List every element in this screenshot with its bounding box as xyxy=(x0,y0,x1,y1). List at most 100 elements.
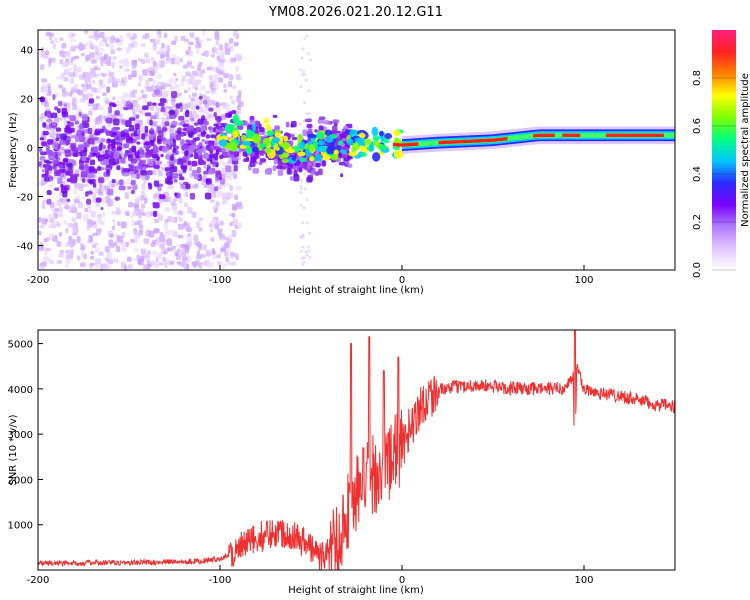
spectrogram-band-cell xyxy=(54,106,59,111)
spectrogram-band-cell xyxy=(42,122,47,128)
spectrogram-band-cell xyxy=(52,141,59,149)
spectrogram-noise-cell xyxy=(143,179,147,185)
spectrogram-noise-cell xyxy=(111,210,117,215)
spectrogram-band-cell xyxy=(54,187,60,191)
spectrogram-band-cell xyxy=(55,127,62,132)
spectrogram-band-cell xyxy=(206,164,211,168)
spectrogram-noise-cell xyxy=(196,254,202,260)
spectrogram-band-cell xyxy=(100,206,104,211)
spectrogram-noise-cell xyxy=(153,42,157,47)
chart-title: YM08.2026.021.20.12.G11 xyxy=(268,5,443,20)
spectrogram-band-cell xyxy=(100,144,106,150)
spectrogram-noise-cell xyxy=(230,57,234,61)
spectrogram-noise-cell xyxy=(146,33,150,40)
spectrogram-band-cell xyxy=(88,98,95,104)
spectrogram-noise-cell xyxy=(193,99,200,106)
spectrogram-noise-cell xyxy=(203,108,209,116)
spectrogram-noise-cell xyxy=(45,256,51,263)
spectrogram-band-cell xyxy=(306,123,313,129)
spectrogram-noise-cell xyxy=(67,102,71,109)
spectrogram-noise-cell xyxy=(162,256,166,263)
spectrogram-noise-cell xyxy=(90,250,94,255)
spectrogram-noise-cell xyxy=(163,222,168,230)
spectrogram-noise-cell xyxy=(146,259,151,266)
spectrogram-blob xyxy=(392,145,400,151)
spectrogram-noise-cell xyxy=(234,194,239,201)
spectrogram-noise-cell xyxy=(236,95,241,103)
spectrogram-noise-cell xyxy=(67,49,72,57)
spectrogram-band-cell xyxy=(67,121,74,127)
spectrogram-band-cell xyxy=(136,129,141,135)
spectrogram-band-cell xyxy=(106,168,110,176)
spectrogram-band-cell xyxy=(215,170,222,175)
spectrogram-band-cell xyxy=(153,89,160,95)
spectrogram-band-cell xyxy=(131,145,137,152)
spectrogram-noise-cell xyxy=(210,53,215,58)
spectrogram-noise-cell xyxy=(125,241,129,247)
spectrogram-noise-cell xyxy=(63,51,68,55)
spectrogram-band-cell xyxy=(164,121,170,127)
spectrogram-band-cell xyxy=(215,102,220,108)
spectrogram-noise-cell xyxy=(88,219,94,224)
spectrogram-noise-cell xyxy=(70,39,76,43)
spectrogram-noise-cell xyxy=(300,178,304,182)
spectrogram-band-cell xyxy=(127,104,134,110)
spectrogram-band-cell xyxy=(39,96,46,103)
spectrogram-band-cell xyxy=(149,119,153,126)
spectrogram-noise-cell xyxy=(223,83,227,89)
spectrogram-noise-cell xyxy=(237,204,243,210)
spectrogram-noise-cell xyxy=(95,48,99,55)
spectrogram-band-cell xyxy=(111,132,118,136)
spectrogram-noise-cell xyxy=(57,213,64,217)
spectrogram-blob xyxy=(245,146,253,155)
spectrogram-band-cell xyxy=(196,166,202,174)
spectrogram-noise-cell xyxy=(142,69,149,76)
spectrogram-noise-cell xyxy=(204,90,210,94)
spectrogram-noise-cell xyxy=(189,32,195,38)
spectrogram-band-cell xyxy=(332,119,340,124)
spectrogram-noise-cell xyxy=(107,111,113,118)
spectrogram-band-cell xyxy=(165,171,170,177)
spectrogram-noise-cell xyxy=(133,248,139,252)
spectrogram-noise-cell xyxy=(51,128,55,133)
spectrogram-noise-cell xyxy=(169,229,175,236)
spectrogram-noise-cell xyxy=(303,187,307,191)
spectrogram-band-cell xyxy=(46,198,52,205)
spectrogram-noise-cell xyxy=(221,101,228,108)
spectrogram-noise-cell xyxy=(132,33,137,40)
spectrogram-noise-cell xyxy=(126,256,132,262)
spectrogram-noise-cell xyxy=(194,87,198,91)
spectrogram-noise-cell xyxy=(107,78,112,84)
spectrogram-blob xyxy=(265,146,272,154)
spectrogram-band-cell xyxy=(108,162,113,169)
spectrogram-band-cell xyxy=(184,150,189,157)
spectrogram-noise-cell xyxy=(90,67,96,74)
spectrogram-noise-cell xyxy=(109,38,115,44)
spectrogram-band-cell xyxy=(148,134,155,140)
spectrogram-blob xyxy=(228,141,238,152)
spectrogram-noise-cell xyxy=(58,232,63,237)
spectrogram-band-cell xyxy=(252,168,260,174)
spectrogram-band-cell xyxy=(339,173,344,178)
spectrogram-noise-cell xyxy=(210,80,216,85)
spectrogram-band-cell xyxy=(65,129,73,134)
spectrogram-noise-cell xyxy=(125,212,130,216)
spectrogram-noise-cell xyxy=(70,87,76,93)
spectrogram-y-tick-label: 0 xyxy=(27,144,33,155)
spectrogram-noise-cell xyxy=(107,56,112,61)
snr-y-ticks: 1000 2000 3000 4000 5000 xyxy=(8,340,43,532)
spectrogram-noise-cell xyxy=(85,42,89,47)
spectrogram-band-cell xyxy=(191,160,198,167)
spectrogram-noise-cell xyxy=(161,42,165,49)
spectrogram-noise-cell xyxy=(173,84,180,90)
spectrogram-noise-cell xyxy=(65,228,69,234)
spectrogram-band-cell xyxy=(318,116,326,120)
spectrogram-noise-cell xyxy=(168,78,174,84)
spectrogram-noise-cell xyxy=(69,243,74,248)
spectrogram-noise-cell xyxy=(131,70,137,78)
spectrogram-band-cell xyxy=(116,146,123,151)
spectrogram-blob xyxy=(266,130,275,137)
spectrogram-scatter-cloud xyxy=(38,30,404,272)
spectrogram-noise-cell xyxy=(126,178,130,185)
spectrogram-band-cell xyxy=(254,120,260,127)
